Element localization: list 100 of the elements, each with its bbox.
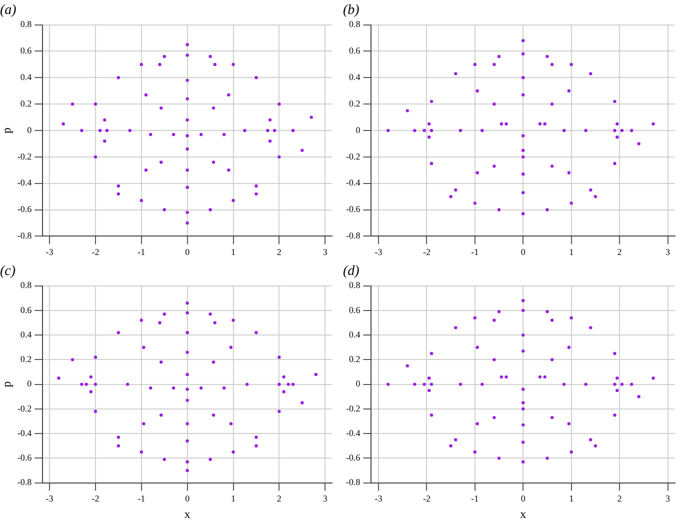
point [186,221,189,225]
point [162,54,166,58]
point [172,132,176,136]
y-tick-label: 0.2 [348,98,360,108]
point [140,198,143,202]
point [538,375,542,379]
x-tick-label: -3 [46,246,54,257]
x-tick-label: -1 [138,246,146,257]
point [522,212,525,216]
point [232,62,235,66]
point [186,97,189,100]
point [562,382,566,386]
x-tick-label: 2 [276,246,282,257]
y-axis-title: p [0,128,14,134]
point [254,184,258,188]
point [570,202,573,205]
point [243,128,246,132]
point [89,390,92,394]
point [162,208,166,212]
x-tick-label: 1 [569,494,574,504]
point [158,321,162,324]
y-tick-label: 0.8 [348,280,361,290]
y-tick-label: -0.6 [346,204,361,214]
point [80,382,84,386]
point [449,444,452,448]
point [300,148,304,152]
point [186,468,189,472]
point [522,76,525,80]
point [116,192,120,196]
point [504,375,508,379]
point [186,350,189,354]
point [594,444,598,448]
point [538,122,542,126]
point [458,382,462,386]
point [314,372,318,376]
chart-title: (d) [343,264,360,280]
point [89,375,92,379]
point [208,458,212,462]
point [413,382,416,386]
point [550,318,554,322]
x-tick-label: 3 [322,494,328,504]
y-tick-label: -0.4 [346,178,361,188]
y-tick-label: 0 [356,378,361,389]
y-tick-label: 0.8 [20,19,32,30]
point [497,456,501,460]
point [616,388,619,392]
point [428,136,431,139]
point [428,388,431,392]
point [616,122,619,126]
point [272,128,276,132]
point [473,202,477,205]
point [200,132,203,136]
x-tick-label: 2 [617,246,622,257]
x-tick-label: -1 [138,494,146,504]
point [266,128,270,132]
y-axis-title: p [0,381,14,388]
x-tick-label: -1 [471,246,479,257]
x-tick-label: -2 [92,494,100,504]
y-tick-label: 0 [27,124,32,135]
y-tick-label: -0.8 [346,230,361,241]
point [291,128,295,132]
point [522,134,525,138]
point [291,382,295,386]
point [449,194,452,198]
point [148,132,152,136]
y-tick-label: 0 [356,124,361,135]
y-tick-label: -0.6 [17,204,32,214]
point [94,102,98,106]
point [613,352,616,356]
point [492,416,496,420]
y-tick-label: -0.2 [17,403,32,414]
point [406,364,410,368]
point [80,128,84,132]
point [232,198,235,202]
point [103,118,106,122]
point [546,54,549,58]
point [476,171,479,174]
point [492,164,496,168]
point [160,106,163,110]
point [128,128,132,132]
point [522,401,525,404]
point [148,386,152,390]
point [186,118,189,122]
point [186,186,189,189]
x-tick-label: -3 [46,494,54,504]
point [497,208,501,212]
point [473,450,477,454]
point [116,76,120,80]
y-tick-label: 0.4 [348,329,361,340]
point [140,318,143,322]
point [546,208,549,212]
point [652,376,655,380]
point [430,382,434,386]
y-tick-label: -0.6 [17,452,32,463]
point [616,136,619,139]
point [160,160,163,164]
point [613,382,616,386]
point [550,102,554,106]
point [613,162,616,166]
y-tick-label: -0.8 [17,230,32,241]
